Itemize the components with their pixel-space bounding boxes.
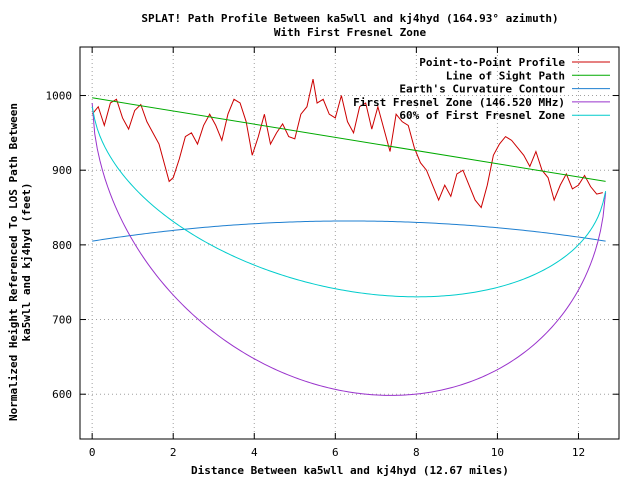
- legend-label-2: Earth's Curvature Contour: [399, 83, 565, 96]
- series-group: [91, 79, 607, 396]
- x-tick-label: 10: [491, 446, 504, 459]
- x-tick-label: 0: [89, 446, 96, 459]
- series-line-4: [91, 106, 607, 298]
- y-tick-label: 1000: [46, 90, 73, 103]
- y-tick-label: 600: [52, 388, 72, 401]
- series-line-2: [92, 220, 606, 242]
- legend-label-4: 60% of First Fresnel Zone: [399, 109, 565, 122]
- y-axis-label-line1: Normalized Height Referenced To LOS Path…: [7, 103, 20, 421]
- y-tick-label: 700: [52, 314, 72, 327]
- series-line-0: [91, 79, 603, 209]
- series-line-1: [92, 97, 606, 182]
- grid: [80, 47, 619, 439]
- x-tick-label: 4: [251, 446, 258, 459]
- legend-label-0: Point-to-Point Profile: [419, 56, 565, 69]
- plot-frame: [79, 46, 620, 440]
- x-tick-label: 6: [332, 446, 339, 459]
- legend-label-3: First Fresnel Zone (146.520 MHz): [353, 96, 565, 109]
- legend-label-1: Line of Sight Path: [446, 69, 565, 82]
- x-tick-label: 2: [170, 446, 177, 459]
- x-tick-label: 12: [572, 446, 585, 459]
- y-tick-label: 900: [52, 164, 72, 177]
- x-axis-label: Distance Between ka5wll and kj4hyd (12.6…: [191, 464, 509, 477]
- y-tick-label: 800: [52, 239, 72, 252]
- chart-title: SPLAT! Path Profile Between ka5wll and k…: [141, 12, 558, 25]
- x-tick-label: 8: [413, 446, 420, 459]
- tick-group: 0 2 4 6 8 10 12 600 700 800 900 1000: [46, 47, 619, 459]
- y-axis-label-line2: ka5wll and kj4hyd (feet): [20, 183, 33, 342]
- series-line-3: [91, 102, 607, 396]
- chart-subtitle: With First Fresnel Zone: [274, 26, 427, 39]
